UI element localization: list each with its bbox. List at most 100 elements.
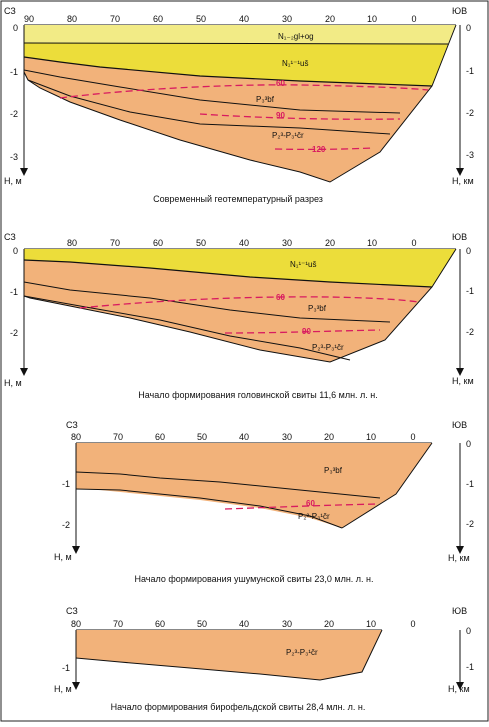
x-tick: 70 [113,619,123,629]
axis-arrow [72,682,80,690]
x-tick: 60 [153,14,163,24]
corner-se-label: ЮВ [452,232,467,242]
x-tick: 40 [239,432,249,442]
axis-arrow [456,168,464,176]
x-tick: 0 [410,432,415,442]
left-depth-tick: -2 [10,328,18,338]
panel-modern: СЗ ЮВ 90 80 70 60 50 40 30 20 10 0 N₁₋₂g… [4,6,474,204]
x-axis-ticks: 90 80 70 60 50 40 30 20 10 0 [24,14,417,24]
right-axis-label: Н, км [448,553,470,563]
right-depth-tick: -3 [466,150,474,160]
x-tick: 0 [411,14,416,24]
x-tick: 10 [366,619,376,629]
boundary-line [23,69,401,114]
panel-ushumun: СЗ ЮВ 80 70 60 50 40 30 20 10 0 P₃³bf P₂… [54,420,474,584]
left-depth-tick: 0 [13,23,18,33]
right-depth-tick: -2 [466,108,474,118]
layer-label: P₃³bf [256,95,275,104]
axis-arrow [456,682,464,690]
axis-arrow [456,368,464,376]
layer-quaternary [24,25,456,44]
panel-golovin: СЗ ЮВ 80 70 60 50 40 30 20 10 0 N₁¹⁻¹uš … [4,232,474,400]
x-tick: 0 [410,619,415,629]
isotherm-label: 90 [276,111,285,120]
left-depth-tick: -3 [10,152,18,162]
left-axis-label: Н, м [54,684,72,694]
corner-nw-label: СЗ [66,420,78,430]
panel-caption: Начало формирования бирофельдской свиты … [111,702,366,712]
section-outline [341,442,433,529]
corner-nw-label: СЗ [4,6,16,16]
x-tick: 40 [239,238,249,248]
left-axis-label: Н, м [54,552,72,562]
x-tick: 60 [155,432,165,442]
corner-nw-label: СЗ [4,232,16,242]
x-axis-ticks: 80 70 60 50 40 30 20 10 0 [71,432,416,442]
layer-label: P₃³bf [324,466,343,475]
x-tick: 30 [282,619,292,629]
axis-arrow [72,546,80,554]
corner-se-label: ЮВ [452,606,467,616]
boundary-line [23,259,433,288]
axis-arrow [20,368,28,376]
x-tick: 10 [367,238,377,248]
x-tick: 70 [110,238,120,248]
isotherm-label: 90 [302,327,311,336]
right-depth-tick: 0 [466,439,471,449]
corner-nw-label: СЗ [66,606,78,616]
right-depth-tick: -2 [466,327,474,337]
corner-se-label: ЮВ [452,6,467,16]
right-axis-label: Н, км [448,684,470,694]
x-tick: 50 [196,238,206,248]
x-tick: 20 [324,619,334,629]
isotherm-label: 60 [276,79,285,88]
isotherm-label: 120 [312,145,326,154]
right-depth-tick: -1 [466,479,474,489]
section-outline [23,24,457,183]
x-tick: 70 [110,14,120,24]
right-axis-label: Н, км [452,176,474,186]
x-tick: 20 [324,432,334,442]
boundary-line [27,79,391,135]
axis-arrow [20,168,28,176]
isotherm-label: 60 [306,499,315,508]
left-depth-tick: -2 [62,520,70,530]
layer-label: P₃³bf [308,304,327,313]
panel-caption: Начало формирования ушумунской свиты 23,… [134,574,373,584]
boundary-line [23,42,449,45]
isotherm-line [199,113,401,120]
left-depth-tick: -2 [10,109,18,119]
layer-ushumun [24,43,448,86]
isotherm-line [59,84,429,99]
boundary-line [23,295,351,361]
panel-birofeld: СЗ ЮВ 80 70 60 50 40 30 20 10 0 P₂³-P₃¹č… [54,606,474,712]
right-depth-tick: -1 [466,286,474,296]
section-outline [75,629,383,681]
layer-label: P₂³-P₃¹čr [298,512,330,521]
section-outline [23,248,457,363]
isotherm-line [224,503,379,510]
x-tick: 60 [153,238,163,248]
boundary-line [75,488,343,529]
x-tick: 80 [71,432,81,442]
x-axis-ticks: 80 70 60 50 40 30 20 10 0 [67,238,417,248]
layer-label: N₁₋₂gl+og [278,32,314,41]
x-tick: 20 [325,14,335,24]
layer-birofeld-chr [24,260,432,362]
left-axis-label: Н, м [4,176,22,186]
layer-chr [76,630,382,680]
x-tick: 30 [282,14,292,24]
x-tick: 30 [282,238,292,248]
x-tick: 50 [196,14,206,24]
boundary-line [23,281,391,323]
right-depth-tick: -1 [466,66,474,76]
isotherm-line [224,329,381,334]
layer-ushumun [24,249,456,287]
left-depth-tick: -1 [62,663,70,673]
boundary-line [75,471,381,499]
x-tick: 20 [325,238,335,248]
isotherm-label: 60 [276,293,285,302]
